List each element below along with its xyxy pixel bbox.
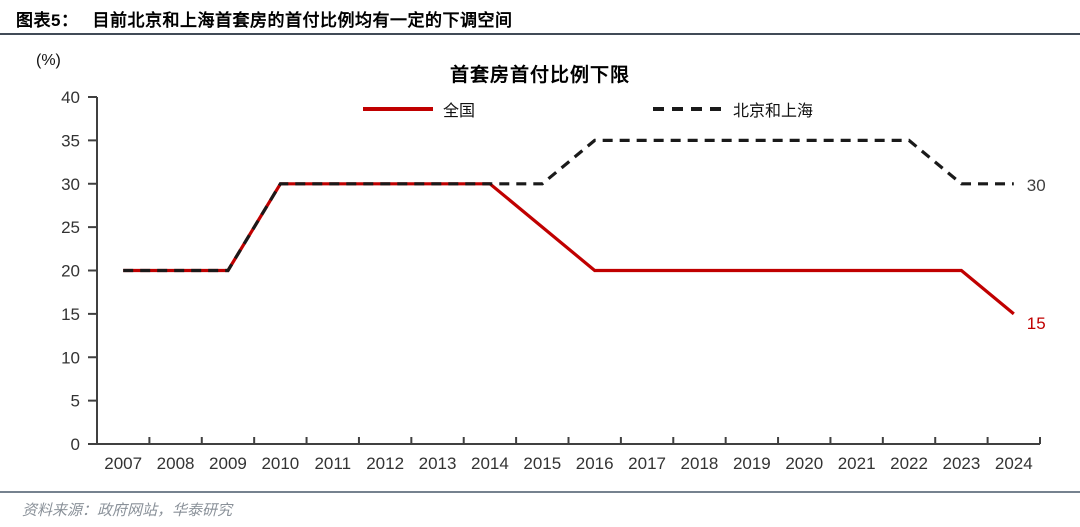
y-tick-label: 25 [61,218,80,237]
series-line-beijing-shanghai [123,138,1014,273]
x-tick-label: 2023 [943,454,981,473]
legend-label: 北京和上海 [733,103,814,120]
y-tick-label: 20 [61,262,80,281]
y-tick-label: 0 [71,435,80,454]
x-tick-label: 2011 [314,454,351,473]
x-tick-label: 2022 [890,454,928,473]
x-tick-label: 2012 [366,454,404,473]
x-tick-label: 2020 [785,454,823,473]
source-note: 资料来源：政府网站，华泰研究 [22,503,233,519]
series-end-value-label: 15 [1027,314,1046,333]
x-tick-label: 2010 [261,454,299,473]
x-tick-label: 2014 [471,454,509,473]
x-tick-label: 2013 [419,454,457,473]
chart-title: 首套房首付比例下限 [449,65,630,86]
y-tick-label: 40 [61,88,80,107]
legend-dashed-line-swatch [653,99,723,119]
legend-item-beijing-shanghai: 北京和上海 [653,99,814,120]
y-tick-label: 5 [71,392,80,411]
figure-caption: 图表5： 目前北京和上海首套房的首付比例均有一定的下调空间 [16,6,512,31]
x-tick-label: 2007 [104,454,142,473]
series-line-national [123,182,1015,316]
x-tick-label: 2015 [523,454,561,473]
figure-title: 目前北京和上海首套房的首付比例均有一定的下调空间 [92,11,513,30]
header-divider [0,33,1080,35]
legend-item-national: 全国 [363,99,476,120]
x-tick-label: 2016 [576,454,614,473]
x-tick-label: 2021 [838,454,876,473]
y-axis-unit-label: (%) [36,52,61,69]
x-tick-label: 2018 [681,454,719,473]
legend-label: 全国 [443,103,476,120]
x-tick-label: 2008 [157,454,195,473]
y-tick-label: 10 [61,348,80,367]
footer-divider [0,491,1080,493]
x-tick-label: 2017 [628,454,666,473]
y-tick-label: 35 [61,131,80,150]
series-end-value-label: 30 [1027,176,1046,195]
figure-number: 图表5： [16,11,79,30]
legend-solid-line-swatch [363,99,433,119]
y-tick-label: 15 [61,305,80,324]
y-tick-label: 30 [61,175,80,194]
x-tick-label: 2009 [209,454,247,473]
x-tick-label: 2019 [733,454,771,473]
x-tick-label: 2024 [995,454,1033,473]
